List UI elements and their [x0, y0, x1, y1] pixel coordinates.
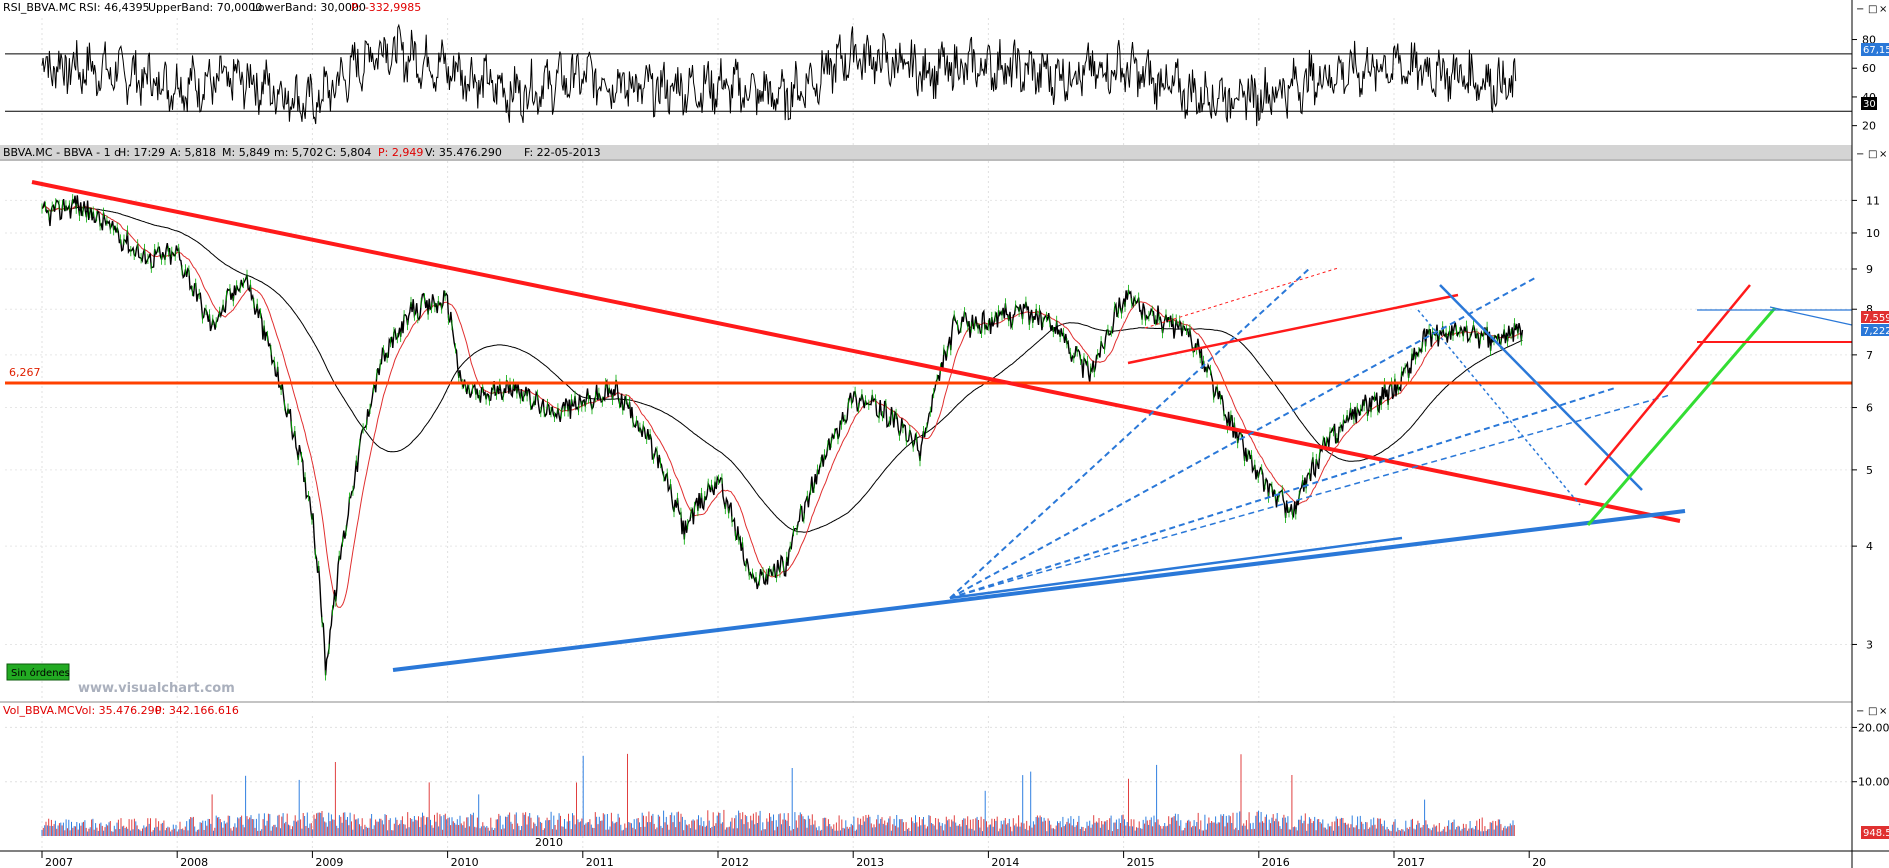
orders-status-label: Sin órdenes: [11, 667, 70, 679]
x-label-2013: 2013: [856, 856, 884, 868]
downtrend-blue-line[interactable]: [1439, 284, 1643, 491]
close-icon[interactable]: ×: [1879, 4, 1887, 15]
rsi-lower-badge-label: 30: [1863, 99, 1876, 110]
price-header-high: M: 5,849: [222, 146, 270, 159]
rsi-tick-label: 60: [1862, 62, 1876, 75]
price-header-close: C: 5,804: [325, 146, 371, 159]
channel-red-line[interactable]: [1127, 293, 1459, 365]
x-label-2008: 2008: [180, 856, 208, 868]
price-header-open: A: 5,818: [170, 146, 216, 159]
range-mid-line[interactable]: [1769, 306, 1853, 326]
x-label-2012: 2012: [721, 856, 749, 868]
rsi-series-line: [41, 23, 1517, 127]
price-tick-label: 8: [1866, 303, 1873, 316]
price-series-line: [41, 195, 1524, 676]
rsi-header-lower: LowerBand: 30,0000: [252, 1, 366, 14]
price-tick-label: 7: [1866, 349, 1873, 362]
fan-line-1[interactable]: [949, 267, 1311, 599]
rsi-lower-badge: [1861, 97, 1877, 110]
price-minimize-icon[interactable]: −: [1856, 149, 1864, 160]
price-header-h: H: 17:29: [118, 146, 165, 159]
orders-status-button[interactable]: [6, 663, 70, 681]
x-label-2010: 2010: [451, 856, 479, 868]
price-tick-label: 9: [1866, 263, 1873, 276]
x-label-2014: 2014: [991, 856, 1019, 868]
price-badge-1-label: 7,559: [1863, 313, 1889, 324]
price-badge-2-label: 7,222: [1863, 326, 1889, 337]
x-axis: 2007 2008 2009 2010 2011 2012 2013 2014 2015 2016…: [41, 851, 1546, 868]
vol-header-name: Vol_BBVA.MC: [3, 704, 75, 717]
rsi-tick-label: 20: [1862, 120, 1876, 133]
vol-tick-label: 20.000: [1858, 721, 1889, 734]
x-axis-2010-marker: 2010: [535, 836, 563, 849]
minimize-icon[interactable]: −: [1856, 4, 1864, 15]
uptrend-green-line[interactable]: [1586, 307, 1777, 526]
panel-splitter[interactable]: [0, 145, 1852, 161]
price-badge-1: [1861, 311, 1889, 323]
price-up-bars: [41, 194, 1522, 681]
downtrend-blue-dotted[interactable]: [1417, 309, 1581, 506]
x-label-2016: 2016: [1262, 856, 1290, 868]
long-term-resistance-line[interactable]: [31, 180, 1681, 523]
price-close-icon[interactable]: ×: [1879, 149, 1887, 160]
fan-line-2[interactable]: [949, 277, 1536, 599]
uptrend-red-line[interactable]: [1584, 284, 1751, 486]
volume-last-badge-label: 948.5: [1863, 828, 1889, 839]
support-line-2012[interactable]: [949, 536, 1403, 600]
price-restore-icon[interactable]: □: [1868, 149, 1877, 160]
rsi-header-upper: UpperBand: 70,0000: [148, 1, 262, 14]
price-header-low: m: 5,702: [274, 146, 323, 159]
price-header-name: BBVA.MC - BBVA - 1 d: [3, 146, 121, 159]
volume-panel: Vol_BBVA.MC Vol: 35.476.290 P: 342.166.6…: [3, 704, 1852, 850]
volume-bars: [41, 753, 1515, 836]
vol-header-p: P: 342.166.616: [155, 704, 239, 717]
vol-restore-icon[interactable]: □: [1868, 706, 1877, 717]
price-tick-label: 10: [1866, 227, 1880, 240]
price-tick-label: 6: [1866, 402, 1873, 415]
rsi-upper-badge-label: 67,15: [1863, 45, 1889, 56]
rsi-header-p: P: -332,9985: [351, 1, 421, 14]
rsi-upper-badge: [1861, 43, 1889, 56]
price-header-volume: V: 35.476.290: [425, 146, 502, 159]
price-tick-label: 11: [1866, 194, 1880, 207]
vol-tick-label: 10.000: [1858, 776, 1889, 789]
support-level-label: 6,267: [9, 366, 41, 379]
rsi-header-name: RSI_BBVA.MC: [3, 1, 76, 14]
price-badge-2: [1861, 324, 1889, 336]
price-header-date: F: 22-05-2013: [524, 146, 601, 159]
watermark: www.visualchart.com: [78, 681, 235, 696]
x-label-20: 20: [1532, 856, 1546, 868]
x-label-2009: 2009: [315, 856, 343, 868]
restore-icon[interactable]: □: [1868, 4, 1877, 15]
price-tick-label: 4: [1866, 540, 1873, 553]
volume-last-badge: [1861, 826, 1889, 839]
x-label-2015: 2015: [1127, 856, 1155, 868]
channel-red-dotted[interactable]: [1144, 267, 1339, 329]
fan-line-3[interactable]: [949, 387, 1616, 599]
x-label-2011: 2011: [586, 856, 614, 868]
ma-fast-line: [41, 205, 1523, 608]
rsi-panel: RSI_BBVA.MC RSI: 46,4395 UpperBand: 70,0…: [0, 0, 1852, 145]
rsi-header-value: RSI: 46,4395: [79, 1, 150, 14]
long-term-support-line[interactable]: [392, 509, 1686, 672]
price-panel: BBVA.MC - BBVA - 1 d H: 17:29 A: 5,818 M…: [3, 146, 1853, 702]
price-tick-label: 3: [1866, 638, 1873, 651]
x-label-2007: 2007: [45, 856, 73, 868]
vol-close-icon[interactable]: ×: [1879, 706, 1887, 717]
vol-minimize-icon[interactable]: −: [1856, 706, 1864, 717]
fan-line-4[interactable]: [949, 394, 1671, 599]
rsi-year-grid: [41, 18, 1395, 145]
vol-header-value: Vol: 35.476.290: [75, 704, 162, 717]
ma-slow-line: [41, 205, 1523, 533]
price-tick-label: 5: [1866, 464, 1873, 477]
price-header-p: P: 2,949: [378, 146, 423, 159]
x-label-2017: 2017: [1397, 856, 1425, 868]
